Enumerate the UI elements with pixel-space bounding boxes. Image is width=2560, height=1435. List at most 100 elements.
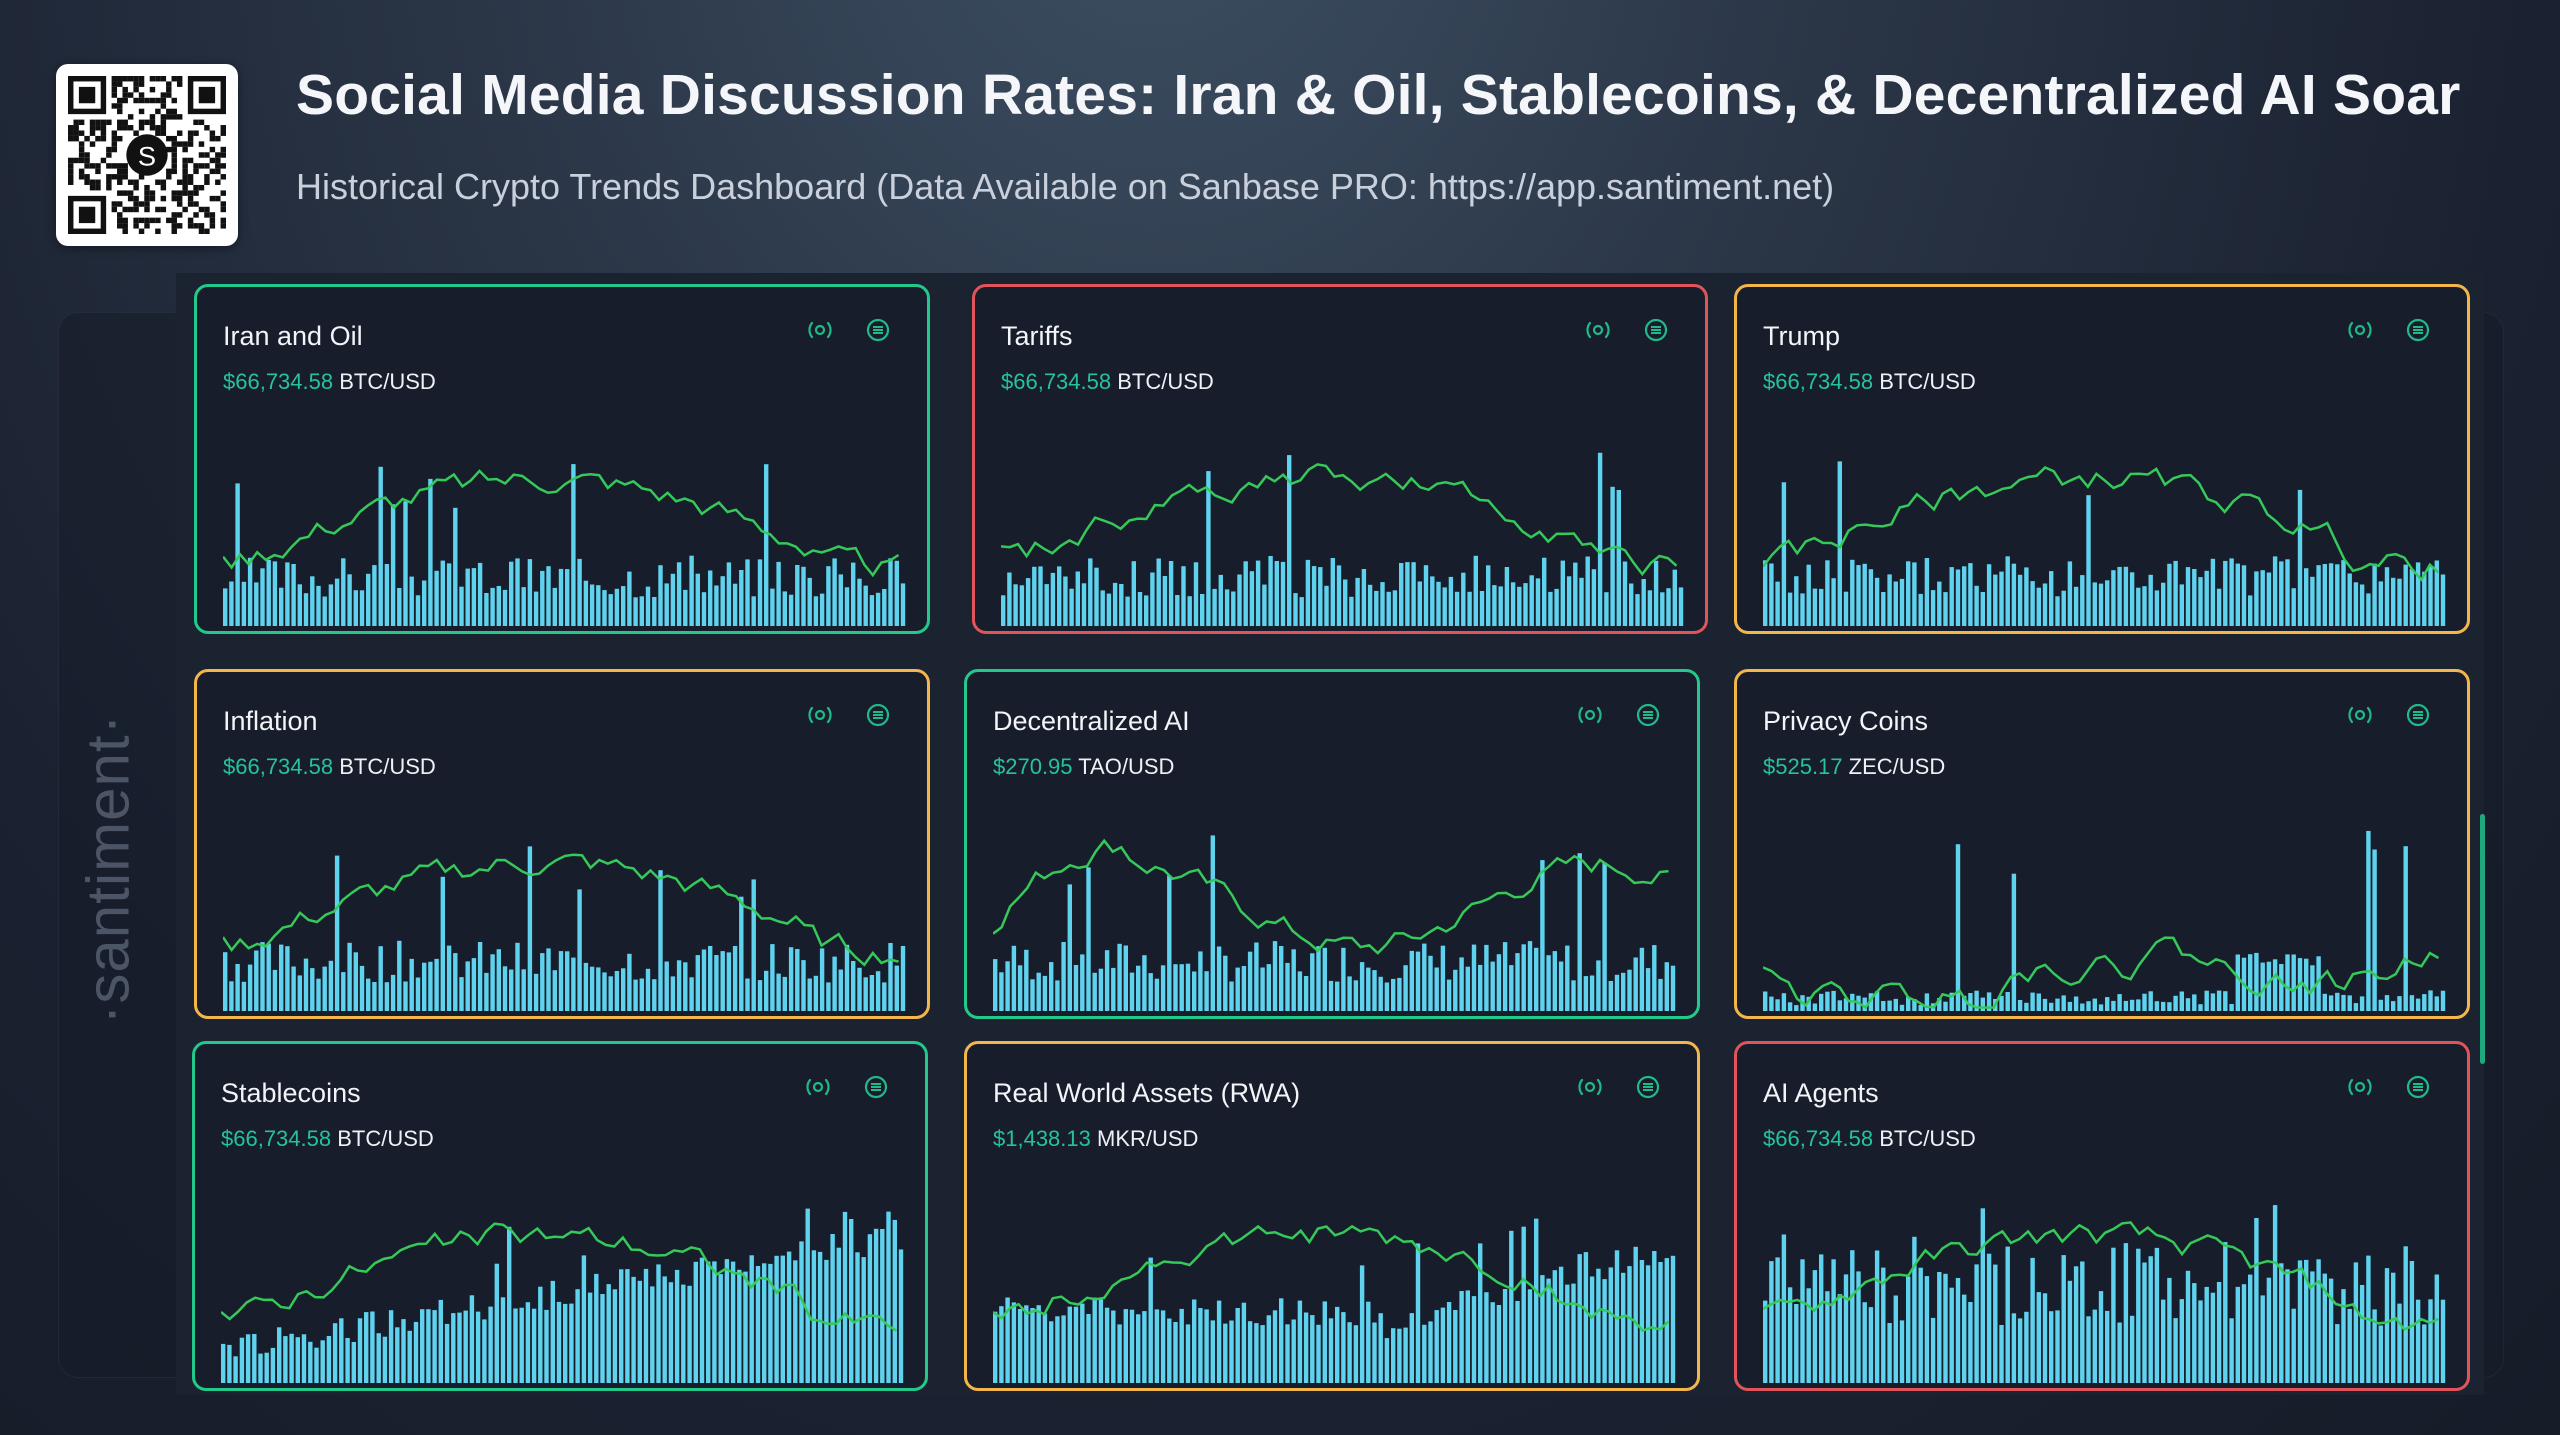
volume-bar — [745, 559, 750, 626]
menu-icon[interactable] — [2401, 698, 2435, 732]
menu-icon[interactable] — [859, 1070, 893, 1104]
volume-bar — [1775, 1257, 1780, 1383]
volume-bar — [397, 588, 402, 626]
volume-bar — [664, 961, 669, 1011]
trend-card-decentralized-ai[interactable]: Decentralized AI $270.95 TAO/USD — [964, 669, 1700, 1019]
volume-bar — [817, 1251, 823, 1383]
volume-bar — [2117, 1322, 2122, 1383]
trend-card-inflation[interactable]: Inflation $66,734.58 BTC/USD — [194, 669, 930, 1019]
volume-bar — [2036, 1292, 2041, 1383]
volume-bar — [1918, 1267, 1923, 1383]
volume-bar — [1024, 949, 1029, 1011]
volume-bar — [1645, 968, 1651, 1011]
volume-bar — [272, 561, 278, 626]
volume-bar — [1769, 563, 1774, 626]
volume-bar — [266, 559, 271, 626]
volume-bar — [681, 1284, 686, 1383]
volume-bar — [1442, 587, 1447, 626]
volume-bar — [1247, 951, 1253, 1011]
signal-icon[interactable] — [2343, 313, 2377, 347]
volume-bar — [873, 1228, 879, 1383]
volume-bar — [515, 942, 520, 1011]
volume-bar — [1509, 965, 1514, 1011]
menu-icon[interactable] — [861, 313, 895, 347]
menu-icon[interactable] — [2401, 313, 2435, 347]
volume-bar — [2415, 1299, 2421, 1383]
volume-bar — [869, 595, 875, 626]
signal-icon[interactable] — [2343, 1070, 2377, 1104]
menu-icon[interactable] — [2401, 1070, 2435, 1104]
trend-card-trump[interactable]: Trump $66,734.58 BTC/USD — [1734, 284, 2470, 634]
trend-card-tariffs[interactable]: Tariffs $66,734.58 BTC/USD — [972, 284, 1708, 634]
volume-bar — [484, 972, 489, 1011]
volume-bar — [1446, 1302, 1452, 1383]
volume-bar — [1893, 581, 1898, 626]
menu-icon[interactable] — [1631, 698, 1665, 732]
volume-bar — [2248, 1274, 2253, 1383]
trend-card-privacy-coins[interactable]: Privacy Coins $525.17 ZEC/USD — [1734, 669, 2470, 1019]
volume-bar — [838, 969, 843, 1011]
signal-icon[interactable] — [801, 1070, 835, 1104]
volume-bar — [1653, 560, 1659, 626]
volume-bar — [1558, 1266, 1564, 1383]
volume-bar — [764, 970, 769, 1011]
volume-bar — [2049, 1311, 2054, 1383]
volume-bar — [1428, 955, 1433, 1011]
volume-bar — [1287, 455, 1292, 626]
volume-bar — [254, 582, 259, 626]
volume-bar — [2067, 1001, 2073, 1011]
scrollbar-thumb[interactable] — [2480, 814, 2485, 1064]
volume-bar — [1806, 564, 1811, 626]
signal-icon[interactable] — [1581, 313, 1615, 347]
volume-bar — [596, 967, 601, 1011]
price-line — [1763, 466, 2440, 582]
volume-bar — [782, 591, 787, 626]
volume-bar — [1403, 1327, 1408, 1383]
volume-bar — [496, 586, 501, 626]
volume-bar — [2086, 1001, 2091, 1011]
volume-bar — [2161, 582, 2166, 626]
volume-bar — [1986, 1253, 1992, 1383]
volume-bar — [2185, 1270, 2191, 1383]
volume-bar — [1293, 593, 1298, 626]
trend-card-real-world-assets-rwa[interactable]: Real World Assets (RWA) $1,438.13 MKR/US… — [964, 1041, 1700, 1391]
menu-icon[interactable] — [1639, 313, 1673, 347]
volume-bar — [2316, 956, 2321, 1011]
volume-bar — [608, 976, 613, 1011]
volume-bar — [1081, 583, 1087, 626]
volume-bar — [1678, 587, 1684, 626]
volume-bar — [1063, 576, 1068, 626]
trend-card-stablecoins[interactable]: Stablecoins $66,734.58 BTC/USD — [192, 1041, 928, 1391]
volume-bar — [764, 464, 769, 626]
volume-bar — [453, 507, 458, 626]
volume-bar — [1335, 981, 1340, 1011]
signal-icon[interactable] — [803, 698, 837, 732]
volume-bar — [608, 594, 613, 626]
volume-bar — [1819, 993, 1824, 1011]
volume-bar — [811, 1250, 817, 1383]
menu-icon[interactable] — [1631, 1070, 1665, 1104]
signal-icon[interactable] — [803, 313, 837, 347]
volume-bar — [776, 973, 781, 1011]
volume-bar — [2403, 564, 2408, 626]
trend-card-ai-agents[interactable]: AI Agents $66,734.58 BTC/USD — [1734, 1041, 2470, 1391]
trend-card-iran-and-oil[interactable]: Iran and Oil $66,734.58 BTC/USD — [194, 284, 930, 634]
volume-bar — [1540, 860, 1545, 1011]
signal-icon[interactable] — [1573, 1070, 1607, 1104]
signal-icon[interactable] — [2343, 698, 2377, 732]
volume-bar — [720, 951, 725, 1011]
volume-bar — [1893, 998, 1898, 1011]
volume-bar — [1061, 942, 1066, 1011]
volume-bar — [2216, 990, 2222, 1011]
volume-bar — [706, 1261, 711, 1383]
volume-bar — [1415, 951, 1421, 1011]
menu-icon[interactable] — [861, 698, 895, 732]
volume-bar — [2042, 998, 2048, 1011]
volume-bar — [1272, 1310, 1278, 1383]
volume-bar — [1616, 490, 1621, 626]
volume-bar — [1156, 558, 1161, 626]
volume-bar — [2055, 998, 2060, 1011]
signal-icon[interactable] — [1573, 698, 1607, 732]
volume-bar — [1478, 964, 1483, 1011]
volume-bar — [2254, 952, 2259, 1011]
